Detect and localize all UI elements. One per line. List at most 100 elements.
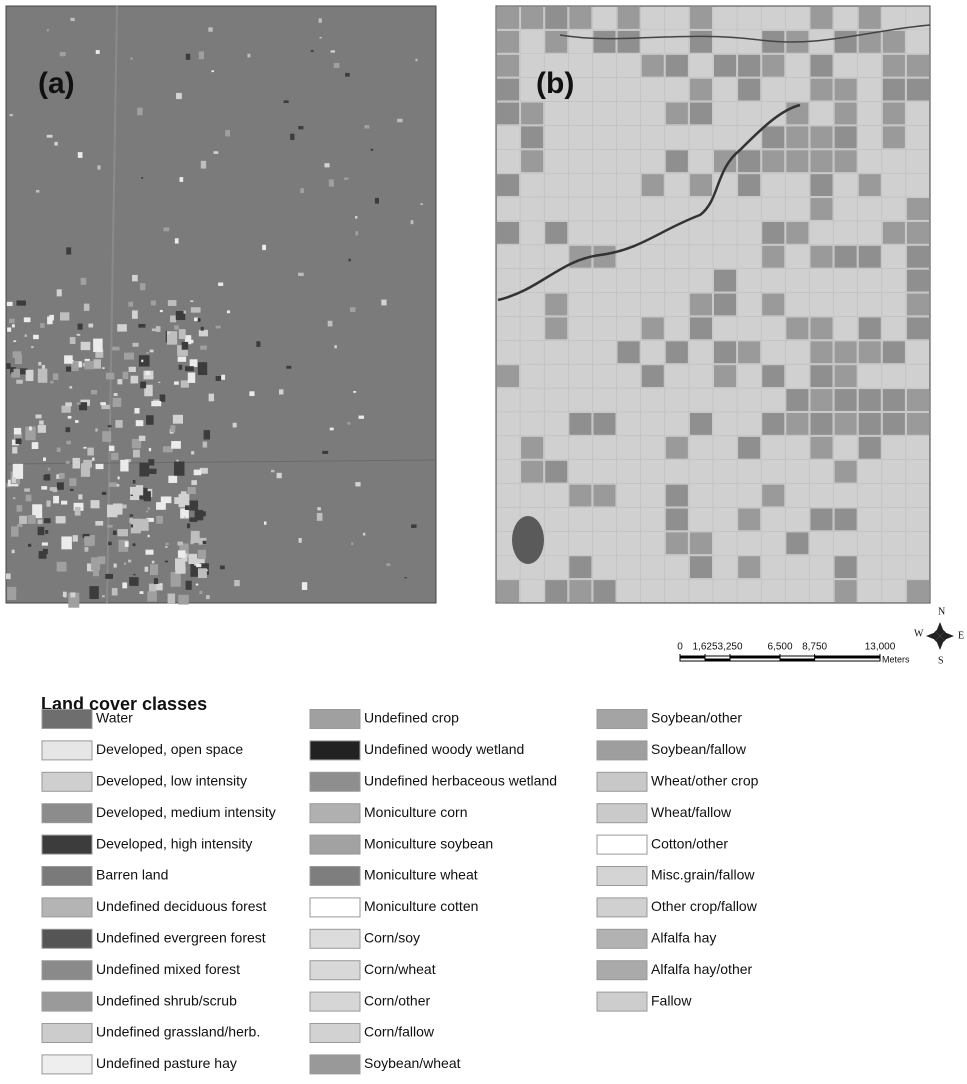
legend-swatch	[42, 867, 92, 886]
map-pixel	[36, 190, 39, 193]
scale-label: 13,000	[865, 642, 896, 653]
field	[907, 580, 929, 602]
field	[618, 31, 640, 53]
map-pixel	[87, 448, 93, 456]
field	[690, 317, 712, 339]
map-pixel	[45, 530, 48, 534]
map-pixel	[256, 341, 260, 347]
legend-swatch	[597, 929, 647, 948]
field	[786, 150, 808, 172]
map-pixel	[129, 577, 138, 586]
legend-swatch	[42, 835, 92, 854]
field	[690, 413, 712, 435]
map-pixel	[70, 337, 76, 344]
map-pixel	[81, 463, 90, 477]
field	[666, 437, 688, 459]
map-pixel	[118, 477, 120, 480]
legend-label: Misc.grain/fallow	[651, 867, 755, 883]
map-pixel	[66, 247, 71, 254]
legend-swatch	[310, 804, 360, 823]
field	[835, 79, 857, 101]
map-pixel	[131, 495, 133, 496]
map-pixel	[113, 503, 122, 514]
map-pixel	[91, 557, 100, 570]
legend-swatch	[42, 1024, 92, 1043]
map-pixel	[70, 489, 74, 491]
map-pixel	[60, 52, 66, 56]
field	[907, 294, 929, 316]
legend-swatch	[597, 867, 647, 886]
field	[786, 317, 808, 339]
field	[738, 556, 760, 578]
field	[835, 246, 857, 268]
map-pixel	[93, 339, 102, 352]
map-pixel	[42, 542, 48, 545]
map-pixel	[47, 29, 49, 31]
legend-label: Undefined woody wetland	[364, 741, 524, 757]
map-pixel	[201, 327, 204, 331]
legend-label: Developed, high intensity	[96, 835, 252, 851]
legend-swatch	[597, 835, 647, 854]
map-pixel	[175, 238, 179, 243]
map-pixel	[14, 428, 21, 435]
field	[835, 150, 857, 172]
field	[545, 461, 567, 483]
map-pixel	[133, 480, 136, 483]
map-pixel	[184, 517, 186, 518]
map-pixel	[190, 359, 198, 367]
map-pixel	[84, 536, 93, 546]
map-pixel	[139, 436, 145, 441]
lake	[512, 516, 544, 564]
map-pixel	[146, 550, 154, 555]
map-pixel	[42, 365, 45, 369]
map-pixel	[70, 592, 75, 597]
field	[907, 246, 929, 268]
field	[545, 317, 567, 339]
map-pixel	[132, 275, 138, 281]
map-pixel	[53, 496, 59, 503]
legend-label: Cotton/other	[651, 835, 728, 851]
legend-swatch	[310, 1024, 360, 1043]
field	[883, 341, 905, 363]
field	[545, 222, 567, 244]
map-pixel	[190, 500, 199, 510]
map-pixel	[420, 203, 423, 205]
map-pixel	[196, 584, 199, 586]
map-pixel	[191, 451, 194, 454]
map-pixel	[198, 318, 201, 322]
map-pixel	[91, 390, 97, 394]
map-pixel	[179, 329, 186, 339]
map-pixel	[364, 125, 369, 129]
map-pixel	[38, 527, 45, 535]
field	[859, 246, 881, 268]
field	[497, 174, 519, 196]
map-pixel	[93, 359, 100, 368]
map-pixel	[83, 447, 86, 449]
map-pixel	[13, 340, 16, 342]
scale-label: 6,500	[767, 642, 792, 653]
legend-swatch	[310, 835, 360, 854]
map-pixel	[271, 470, 274, 472]
legend-swatch	[42, 898, 92, 917]
field	[835, 389, 857, 411]
map-pixel	[41, 486, 47, 490]
map-pixel	[13, 464, 23, 479]
legend-label: Undefined crop	[364, 710, 459, 726]
field	[593, 485, 615, 507]
field	[666, 150, 688, 172]
map-pixel	[114, 393, 118, 396]
map-pixel	[178, 550, 186, 558]
map-pixel	[300, 188, 304, 193]
map-pixel	[85, 547, 89, 552]
field	[810, 413, 832, 435]
map-pixel	[108, 542, 112, 545]
map-pixel	[134, 408, 139, 414]
field	[690, 79, 712, 101]
map-pixel	[130, 57, 132, 59]
field	[835, 341, 857, 363]
legend-label: Moniculture cotten	[364, 898, 478, 914]
map-pixel	[73, 535, 78, 541]
map-pixel	[152, 561, 155, 564]
legend-swatch	[42, 804, 92, 823]
map-pixel	[68, 416, 72, 419]
